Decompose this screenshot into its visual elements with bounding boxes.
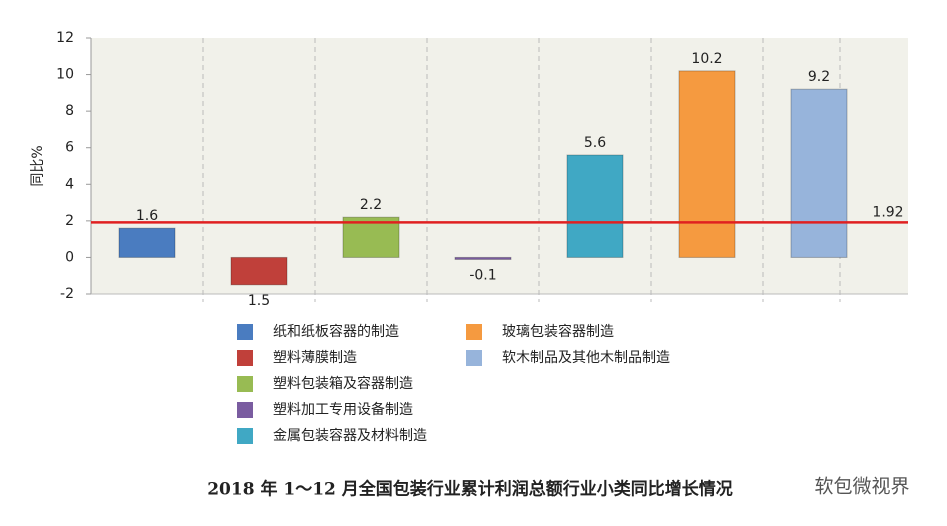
bar [790, 88, 848, 258]
y-tick-label: 6 [65, 140, 74, 156]
bar [566, 154, 624, 258]
legend-label: 纸和纸板容器的制造 [273, 323, 399, 340]
y-tick-label: 12 [56, 30, 74, 46]
legend-swatch [237, 324, 253, 340]
reference-label: 1.92 [872, 204, 903, 220]
bar [230, 256, 288, 286]
legend-label: 塑料加工专用设备制造 [273, 401, 413, 418]
bar [454, 256, 512, 260]
y-tick-label: 4 [65, 176, 74, 192]
legend-label: 塑料包装箱及容器制造 [273, 375, 413, 392]
data-label: 1.6 [136, 208, 158, 224]
legend-label: 金属包装容器及材料制造 [273, 427, 427, 444]
legend-label: 塑料薄膜制造 [273, 350, 357, 366]
bar [118, 227, 176, 258]
bar [342, 216, 400, 258]
y-tick-label: 2 [65, 213, 74, 229]
data-label: 10.2 [691, 51, 722, 67]
legend-swatch [237, 350, 253, 366]
data-label: 1.5 [248, 293, 270, 309]
data-label: 5.6 [584, 135, 606, 151]
legend-label: 软木制品及其他木制品制造 [502, 350, 670, 366]
chart-title: 2018 年 1～12 月全国包装行业累计利润总额行业小类同比增长情况 [207, 479, 733, 500]
y-tick-label: -2 [60, 286, 74, 302]
legend-swatch [237, 428, 253, 444]
legend-label: 玻璃包装容器制造 [502, 323, 614, 340]
plot-area [91, 38, 908, 294]
bar [678, 70, 736, 258]
legend-swatch [466, 324, 482, 340]
watermark: 软包微视界 [814, 476, 909, 498]
y-tick-label: 8 [65, 103, 74, 119]
data-label: -0.1 [469, 267, 496, 283]
legend-swatch [237, 402, 253, 418]
legend-swatch [466, 350, 482, 366]
y-tick-label: 10 [56, 67, 74, 83]
data-label: 9.2 [808, 69, 830, 85]
data-label: 2.2 [360, 197, 382, 213]
legend-swatch [237, 376, 253, 392]
y-axis-label: 同比% [30, 145, 46, 186]
y-tick-label: 0 [65, 249, 74, 265]
